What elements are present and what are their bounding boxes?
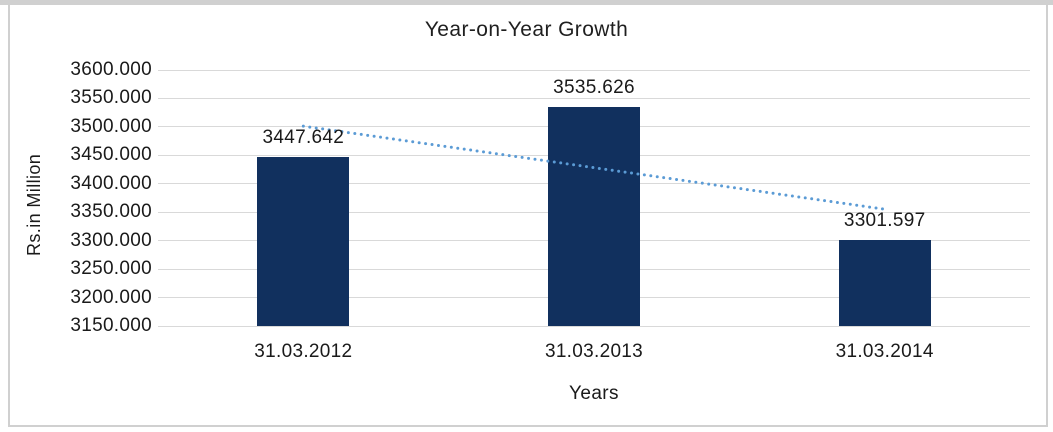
chart-border-bottom bbox=[8, 425, 1048, 427]
x-tick-label: 31.03.2012 bbox=[254, 341, 353, 362]
trendline-layer bbox=[301, 124, 887, 211]
gridline bbox=[158, 69, 1030, 71]
x-tick-label: 31.03.2013 bbox=[544, 341, 644, 362]
y-tick-label: 3350.000 bbox=[70, 201, 152, 223]
bar-value-label: 3301.597 bbox=[843, 209, 926, 231]
y-tick-label: 3500.000 bbox=[70, 115, 152, 137]
trendline bbox=[301, 124, 887, 211]
y-tick-label: 3150.000 bbox=[70, 315, 152, 336]
chart-title: Year-on-Year Growth bbox=[424, 18, 629, 41]
gridline bbox=[158, 325, 1030, 327]
y-tick-label: 3450.000 bbox=[70, 144, 152, 166]
y-tick-label: 3300.000 bbox=[70, 229, 152, 251]
chart-border-right bbox=[1046, 5, 1048, 427]
bar bbox=[257, 156, 350, 326]
bar-value-label: 3447.642 bbox=[262, 126, 345, 148]
y-tick-label: 3200.000 bbox=[70, 286, 152, 308]
bar bbox=[838, 239, 931, 326]
bar bbox=[548, 106, 640, 326]
x-tick-label: 31.03.2014 bbox=[835, 341, 934, 362]
plot-area bbox=[158, 69, 1030, 327]
y-tick-label: 3600.000 bbox=[70, 59, 152, 80]
x-axis-title: Years bbox=[569, 383, 619, 404]
y-tick-label: 3550.000 bbox=[70, 87, 152, 109]
bar-value-label: 3535.626 bbox=[553, 76, 635, 98]
y-tick-label: 3400.000 bbox=[70, 172, 152, 194]
chart-border-left bbox=[8, 5, 10, 427]
y-tick-label: 3250.000 bbox=[70, 258, 152, 280]
chart-border-top bbox=[0, 0, 1053, 5]
gridline bbox=[158, 97, 1030, 99]
